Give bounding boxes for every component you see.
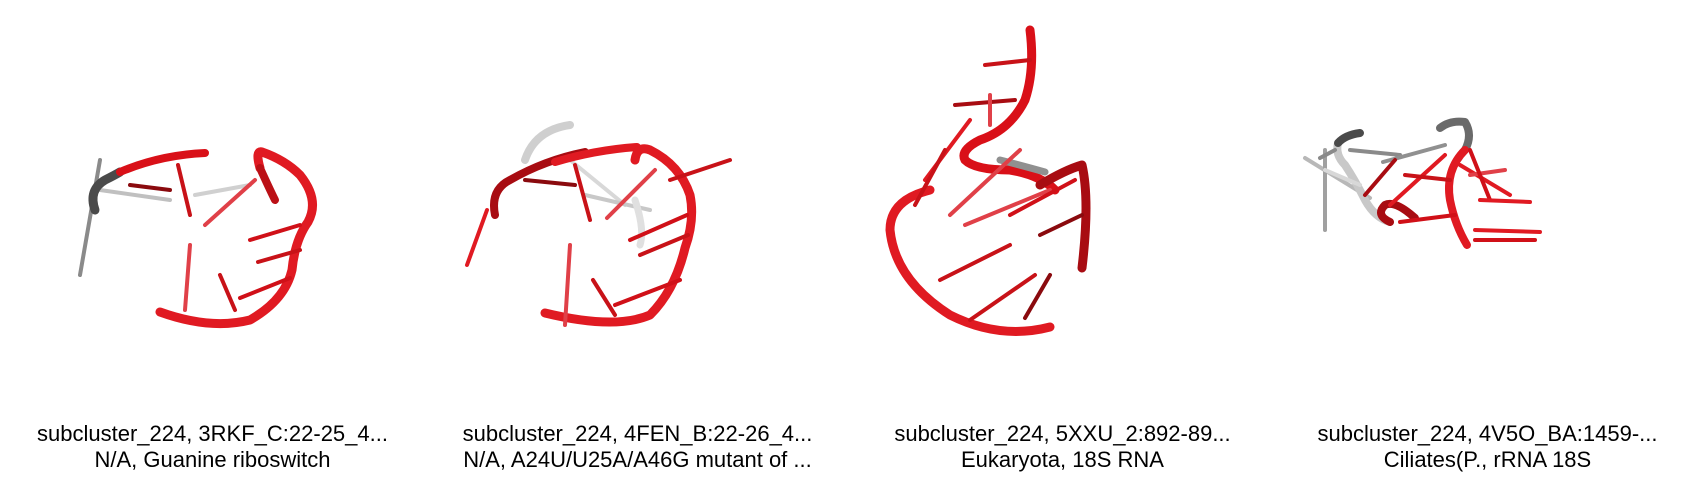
panel-caption-2: subcluster_224, 4FEN_B:22-26_4... N/A, A… (425, 421, 850, 473)
structure-panel-3: subcluster_224, 5XXU_2:892-89... Eukaryo… (850, 0, 1275, 480)
panel-caption-4: subcluster_224, 4V5O_BA:1459-... Ciliate… (1275, 421, 1700, 473)
panel-title-1: subcluster_224, 3RKF_C:22-25_4... (37, 421, 388, 446)
panel-subtitle-1: N/A, Guanine riboswitch (94, 447, 331, 472)
panel-caption-1: subcluster_224, 3RKF_C:22-25_4... N/A, G… (0, 421, 425, 473)
panel-subtitle-2: N/A, A24U/U25A/A46G mutant of ... (463, 447, 812, 472)
structure-panel-1: subcluster_224, 3RKF_C:22-25_4... N/A, G… (0, 0, 425, 480)
panel-caption-3: subcluster_224, 5XXU_2:892-89... Eukaryo… (850, 421, 1275, 473)
rna-structure-image-2 (465, 121, 732, 327)
structure-panel-2: subcluster_224, 4FEN_B:22-26_4... N/A, A… (425, 0, 850, 480)
panel-title-4: subcluster_224, 4V5O_BA:1459-... (1317, 421, 1658, 446)
rna-structure-image-1 (78, 147, 317, 329)
structure-panel-4: subcluster_224, 4V5O_BA:1459-... Ciliate… (1275, 0, 1700, 480)
panel-subtitle-3: Eukaryota, 18S RNA (961, 447, 1164, 472)
panel-title-3: subcluster_224, 5XXU_2:892-89... (894, 421, 1231, 446)
panel-subtitle-4: Ciliates(P., rRNA 18S (1383, 447, 1592, 472)
rna-structure-image-3 (885, 25, 1091, 336)
rna-structure-image-4 (1303, 117, 1542, 249)
panel-title-2: subcluster_224, 4FEN_B:22-26_4... (462, 421, 813, 446)
